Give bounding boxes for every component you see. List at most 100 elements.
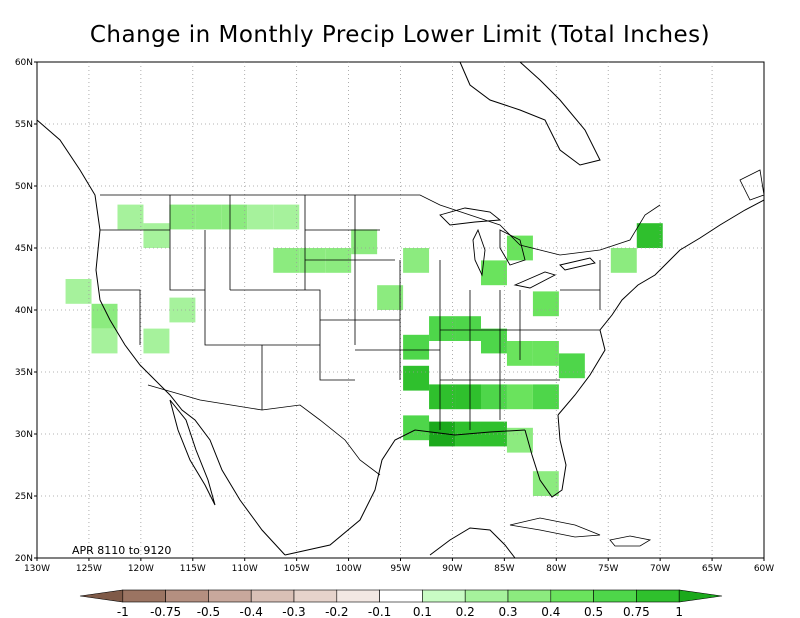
longitude-label: 125W — [76, 564, 102, 574]
longitude-label: 75W — [598, 564, 618, 574]
colorbar-box — [208, 589, 252, 603]
colorbar-label: 0.1 — [413, 605, 432, 618]
latitude-label: 35N — [15, 368, 33, 378]
longitude-label: 115W — [180, 564, 206, 574]
colorbar-box — [293, 589, 338, 603]
precip-cell — [377, 285, 404, 310]
lake-huron — [499, 229, 526, 266]
colorbar-label: -0.2 — [325, 605, 348, 618]
precip-cell — [273, 248, 300, 273]
period-label: APR 8110 to 9120 — [72, 544, 171, 557]
state-lines — [100, 195, 601, 430]
latitude-label: 40N — [15, 306, 33, 316]
colorbar-label: -0.3 — [282, 605, 305, 618]
precip-cell — [610, 297, 637, 323]
longitude-label: 110W — [232, 564, 258, 574]
colorbar-box — [336, 589, 380, 603]
longitude-label: 105W — [284, 564, 310, 574]
precip-cell — [247, 204, 274, 230]
precip-cell — [91, 303, 118, 329]
islands — [509, 169, 765, 547]
map-panel: APR 8110 to 9120 20N 25N 30N 35N 40N 45N 50N 55… — [15, 58, 774, 574]
coastlines — [36, 61, 765, 559]
florida — [524, 414, 567, 498]
latitude-labels: 20N 25N 30N 35N 40N 45N 50N 55N 60N — [15, 58, 37, 564]
newfoundland-island — [739, 169, 765, 201]
precip-cell — [195, 204, 222, 230]
longitude-label: 80W — [546, 564, 566, 574]
longitude-label: 65W — [702, 564, 722, 574]
colorbar-box — [550, 589, 594, 603]
precip-cell — [403, 415, 430, 441]
latitude-label: 50N — [15, 182, 33, 192]
colorbar-box — [165, 589, 209, 603]
precip-cells — [65, 204, 663, 496]
precip-cell — [532, 384, 559, 410]
precip-cell — [506, 384, 533, 410]
latitude-label: 25N — [15, 492, 33, 502]
latitude-label: 60N — [15, 58, 33, 68]
colorbar-box — [122, 589, 166, 603]
colorbar-labels: -1 -0.75 -0.5 -0.4 -0.3 -0.2 -0.1 0.1 0.2 0.3 0.4 0… — [117, 605, 683, 618]
precip-cell — [636, 223, 663, 248]
precip-cell — [558, 353, 585, 379]
precip-cell — [455, 316, 481, 341]
latitude-label: 55N — [15, 120, 33, 130]
longitude-label: 95W — [390, 564, 410, 574]
longitude-label: 130W — [24, 564, 50, 574]
colorbar-label: 0.3 — [498, 605, 517, 618]
colorbar-arrow-high — [678, 589, 723, 603]
colorbar-box — [464, 589, 509, 603]
precip-cell — [117, 204, 144, 230]
precip-cell — [429, 384, 456, 410]
precip-cell — [532, 471, 559, 496]
colorbar-label: -1 — [117, 605, 129, 618]
colorbar-label: -0.4 — [239, 605, 262, 618]
precip-cell — [169, 204, 196, 230]
us-mexico-border — [147, 384, 381, 476]
longitude-labels: 130W 125W 120W 115W 110W 105W 100W 95W 90W 85W 80W… — [24, 558, 774, 574]
precip-cell — [65, 279, 92, 304]
precip-cell — [532, 341, 559, 366]
latitude-label: 45N — [15, 244, 33, 254]
mexico-gulf-coast — [284, 429, 526, 556]
precip-cell — [351, 229, 378, 255]
longitude-label: 100W — [336, 564, 362, 574]
hispaniola-island — [609, 535, 652, 547]
latitude-label: 30N — [15, 430, 33, 440]
precip-cell — [143, 328, 170, 354]
lake-ontario — [559, 257, 596, 271]
us-borders — [100, 194, 661, 476]
colorbar-label: 0.5 — [584, 605, 603, 618]
us-east-coast — [557, 199, 765, 416]
colorbar-label: -0.1 — [368, 605, 391, 618]
north-america-west-coast — [36, 119, 286, 556]
precip-cell — [480, 260, 507, 286]
precip-cell — [273, 204, 300, 230]
precip-cell — [480, 328, 507, 354]
yucatan — [429, 527, 516, 559]
colorbar-label: 0.75 — [623, 605, 650, 618]
precip-cell — [221, 316, 248, 341]
precip-cell — [377, 365, 404, 391]
lake-superior — [439, 207, 502, 226]
precip-cell — [429, 421, 456, 447]
precip-cell — [429, 316, 456, 341]
precip-cell — [143, 223, 170, 248]
colorbar-box — [250, 589, 295, 603]
colorbar-box — [379, 589, 423, 603]
colorbar-label: 0.2 — [456, 605, 475, 618]
longitude-label: 90W — [442, 564, 462, 574]
us-canada-border — [100, 194, 661, 256]
precip-cell — [610, 248, 637, 273]
colorbar-label: -0.5 — [197, 605, 220, 618]
precip-cell — [403, 334, 430, 360]
grid-lines — [37, 62, 764, 558]
colorbar-label: 0.4 — [541, 605, 560, 618]
precip-cell — [221, 291, 248, 317]
precip-cell — [532, 291, 559, 317]
latitude-label: 20N — [15, 554, 33, 564]
precip-cell — [403, 248, 430, 273]
longitude-label: 85W — [494, 564, 514, 574]
lake-erie — [513, 271, 557, 289]
